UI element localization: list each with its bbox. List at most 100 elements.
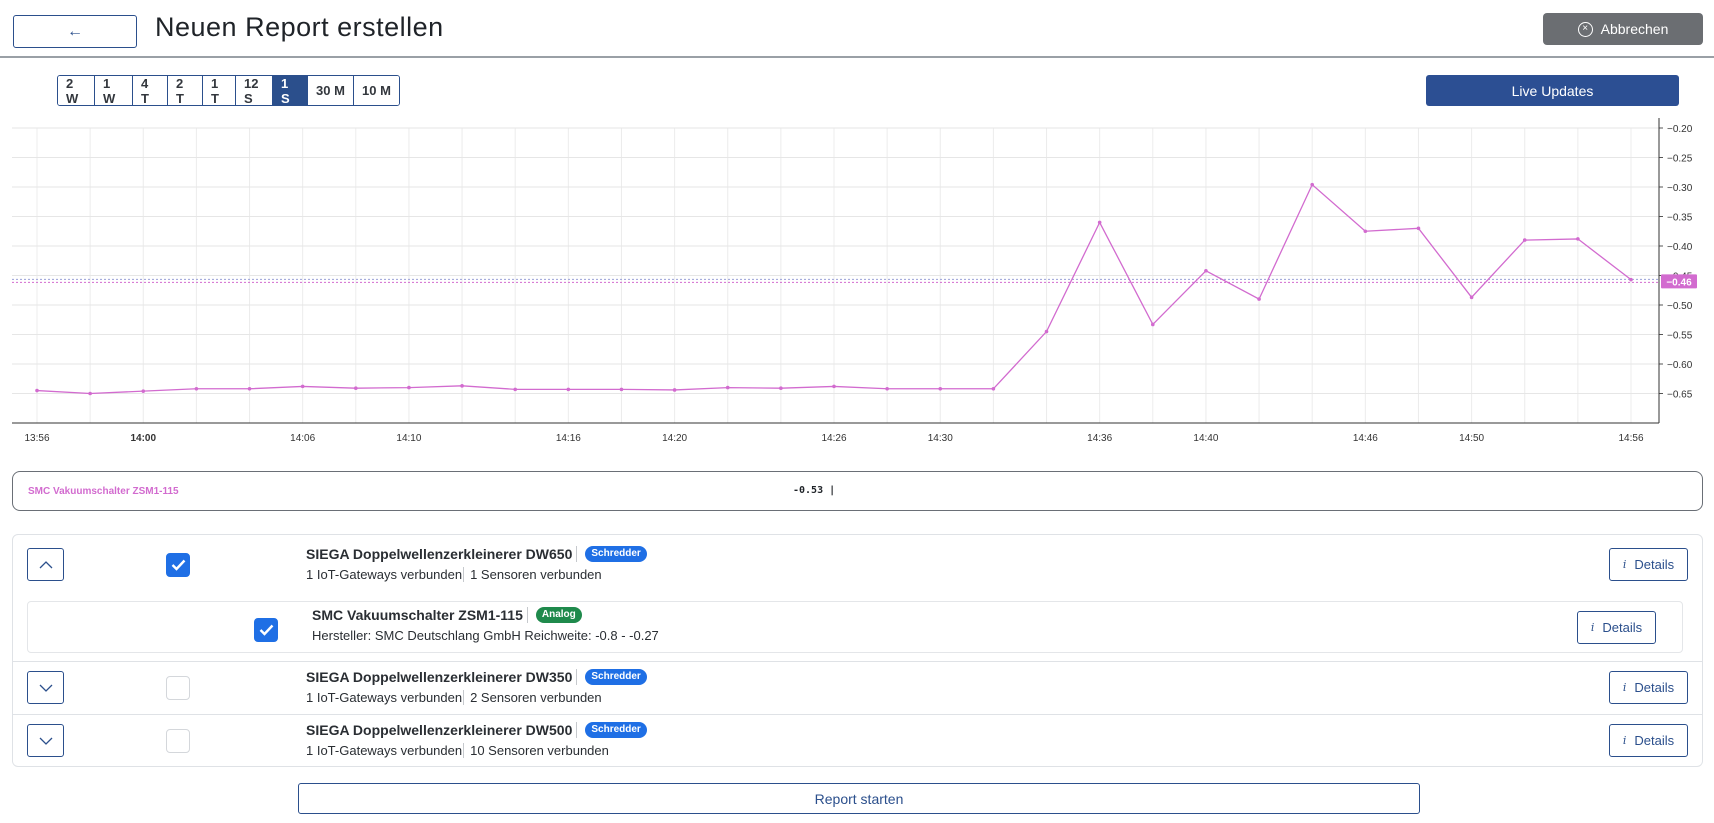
machine-title: SIEGA Doppelwellenzerkleinerer DW350 Sch… (306, 669, 647, 685)
data-point (1363, 229, 1368, 234)
machine-name: SIEGA Doppelwellenzerkleinerer DW650 (306, 546, 578, 562)
expand-button[interactable] (27, 671, 64, 704)
x-tick-label: 14:00 (130, 433, 156, 444)
data-point (88, 391, 92, 396)
x-tick-label: 14:10 (396, 433, 421, 444)
machine-details-button[interactable]: i Details (1609, 548, 1688, 581)
machine-details-button[interactable]: i Details (1609, 671, 1688, 704)
y-tick-label: −0.25 (1667, 154, 1693, 165)
sensor-type-badge: Analog (535, 607, 582, 623)
y-tick-label: −0.60 (1667, 360, 1693, 371)
info-icon: i (1622, 558, 1627, 571)
data-point (194, 386, 199, 391)
data-point (247, 386, 252, 391)
data-point (619, 387, 624, 392)
data-point (832, 384, 836, 389)
machine-row: SIEGA Doppelwellenzerkleinerer DW500 Sch… (13, 714, 1702, 767)
current-value-tag (1661, 274, 1697, 289)
data-point (141, 389, 146, 393)
machine-row: SIEGA Doppelwellenzerkleinerer DW650 Sch… (13, 535, 1702, 659)
y-tick-label: −0.65 (1667, 390, 1693, 401)
range-button-2t[interactable]: 2 T (168, 76, 203, 105)
sensor-info-text: Hersteller: SMC Deutschlang GmbH Reichwe… (312, 628, 659, 643)
machine-type-badge: Schredder (585, 722, 647, 738)
sensors-count: 1 Sensoren verbunden (463, 567, 602, 582)
start-report-button[interactable]: Report starten (298, 783, 1420, 814)
data-point (1310, 182, 1314, 187)
chart-legend: SMC Vakuumschalter ZSM1-115 -0.53 | (12, 471, 1703, 511)
sensor-title: SMC Vakuumschalter ZSM1-115 Analog (312, 607, 582, 623)
x-tick-label: 13:56 (24, 433, 49, 444)
back-button[interactable]: ← (13, 15, 137, 48)
x-tick-label: 14:50 (1459, 433, 1484, 444)
sensor-name: SMC Vakuumschalter ZSM1-115 (312, 607, 528, 623)
data-point (1097, 220, 1102, 225)
range-button-10m[interactable]: 10 M (354, 76, 399, 105)
sensor-card: SMC Vakuumschalter ZSM1-115 Analog Herst… (27, 601, 1683, 653)
expand-button[interactable] (27, 724, 64, 757)
x-tick-label: 14:30 (928, 433, 953, 444)
data-point (1522, 238, 1527, 242)
x-tick-label: 14:56 (1618, 433, 1643, 444)
range-button-2w[interactable]: 2 W (58, 76, 95, 105)
live-updates-button[interactable]: Live Updates (1426, 75, 1679, 106)
data-point (1469, 295, 1474, 300)
cancel-button[interactable]: × Abbrechen (1543, 13, 1703, 45)
machine-checkbox[interactable] (166, 553, 190, 577)
legend-value: -0.53 | (793, 485, 836, 496)
x-tick-label: 14:16 (556, 433, 581, 444)
current-value-label: −0.46 (1666, 277, 1692, 288)
machine-checkbox[interactable] (166, 729, 190, 753)
details-label: Details (1634, 733, 1675, 748)
sensor-checkbox[interactable] (254, 618, 278, 642)
range-button-1w[interactable]: 1 W (95, 76, 133, 105)
legend-series-name: SMC Vakuumschalter ZSM1-115 (28, 486, 179, 497)
sensor-details-button[interactable]: i Details (1577, 611, 1656, 644)
machine-title: SIEGA Doppelwellenzerkleinerer DW650 Sch… (306, 546, 647, 562)
sensors-count: 2 Sensoren verbunden (463, 690, 602, 705)
gateways-count: 1 IoT-Gateways verbunden (306, 567, 463, 582)
data-point (725, 385, 730, 390)
y-tick-label: −0.20 (1667, 124, 1693, 135)
machine-details-button[interactable]: i Details (1609, 724, 1688, 757)
page-title: Neuen Report erstellen (155, 12, 444, 42)
data-point (672, 388, 677, 392)
chevron-down-icon (39, 684, 52, 692)
chevron-up-icon (39, 560, 52, 568)
machine-checkbox[interactable] (166, 676, 190, 700)
y-tick-label: −0.30 (1667, 183, 1693, 194)
data-point (460, 384, 464, 388)
range-button-30m[interactable]: 30 M (308, 76, 354, 105)
range-button-4t[interactable]: 4 T (133, 76, 168, 105)
y-tick-label: −0.35 (1667, 213, 1693, 224)
range-button-12s[interactable]: 12 S (236, 76, 273, 105)
machine-list: SIEGA Doppelwellenzerkleinerer DW650 Sch… (12, 534, 1703, 767)
data-point (354, 386, 358, 390)
x-circle-icon: × (1577, 21, 1593, 37)
cancel-button-label: Abbrechen (1600, 21, 1669, 37)
data-point (513, 387, 517, 392)
data-point (300, 384, 305, 389)
data-point (1576, 237, 1580, 241)
range-button-1t[interactable]: 1 T (203, 76, 236, 105)
data-point (566, 387, 571, 392)
range-button-1s[interactable]: 1 S (273, 76, 308, 105)
y-tick-label: −0.50 (1667, 301, 1693, 312)
data-point (1204, 268, 1208, 273)
machine-name: SIEGA Doppelwellenzerkleinerer DW500 (306, 722, 578, 738)
details-label: Details (1634, 557, 1675, 572)
data-point (1257, 297, 1261, 301)
machine-connections: 1 IoT-Gateways verbunden 1 Sensoren verb… (306, 567, 602, 582)
info-icon: i (1622, 734, 1627, 747)
gateways-count: 1 IoT-Gateways verbunden (306, 743, 463, 758)
data-point (1151, 322, 1155, 327)
machine-row: SIEGA Doppelwellenzerkleinerer DW350 Sch… (13, 661, 1702, 714)
machine-type-badge: Schredder (585, 669, 647, 685)
data-point (1629, 277, 1633, 282)
gateways-count: 1 IoT-Gateways verbunden (306, 690, 463, 705)
collapse-button[interactable] (27, 548, 64, 581)
chart-svg: −0.20−0.25−0.30−0.35−0.40−0.45−0.50−0.55… (12, 118, 1697, 444)
machine-connections: 1 IoT-Gateways verbunden 10 Sensoren ver… (306, 743, 609, 758)
info-icon: i (1622, 681, 1627, 694)
info-icon: i (1590, 621, 1595, 634)
